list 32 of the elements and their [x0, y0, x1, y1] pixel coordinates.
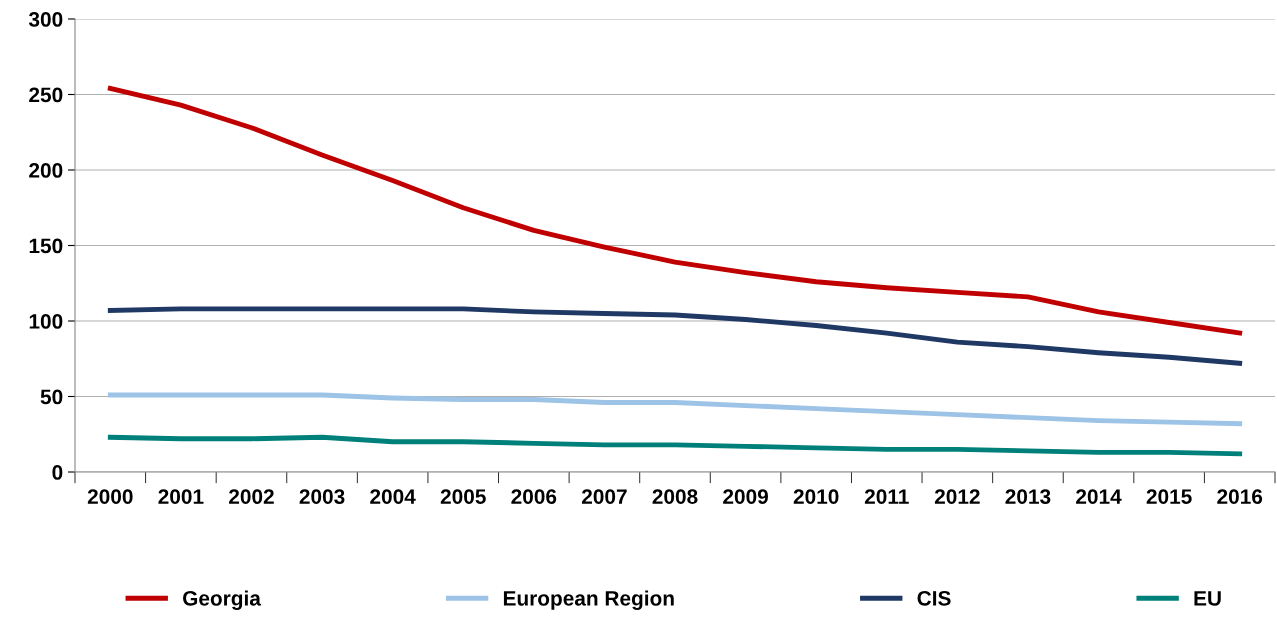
- x-tick-label: 2013: [1005, 489, 1051, 504]
- x-tick-label: 2005: [440, 489, 486, 504]
- x-tick-label: 2001: [158, 489, 204, 504]
- x-tick-label: 2011: [864, 489, 909, 504]
- line-series: [107, 434, 1243, 457]
- y-tick-label: 200: [29, 163, 63, 178]
- x-tick-label: 2007: [581, 489, 627, 504]
- legend-label: CIS: [917, 590, 951, 606]
- y-tick-label: 100: [29, 314, 63, 329]
- x-tick-label: 2015: [1146, 489, 1192, 504]
- x-tick-label: 2008: [652, 489, 698, 504]
- legend-label: Georgia: [183, 590, 262, 610]
- x-tick-label: 2004: [370, 489, 416, 504]
- line-series: [107, 392, 1243, 427]
- x-tick-label: 2009: [723, 489, 768, 504]
- x-tick-label: 2016: [1217, 489, 1263, 504]
- x-tick-label: 2003: [299, 489, 345, 504]
- y-tick-label: 300: [28, 12, 63, 27]
- x-tick-label: 2012: [934, 489, 980, 504]
- x-tick-label: 2010: [793, 489, 839, 504]
- line-series: [107, 86, 1243, 336]
- x-tick-label: 2002: [229, 489, 274, 504]
- y-tick-label: 50: [40, 389, 63, 405]
- x-tick-label: 2006: [511, 489, 557, 504]
- y-tick-label: 0: [52, 465, 63, 480]
- x-tick-label: 2000: [87, 489, 133, 504]
- legend-label: European Region: [503, 590, 674, 610]
- line-series: [107, 306, 1243, 366]
- x-tick-label: 2014: [1076, 489, 1122, 504]
- y-tick-label: 250: [29, 87, 63, 103]
- y-tick-label: 150: [29, 238, 63, 254]
- legend-label: EU: [1194, 591, 1221, 606]
